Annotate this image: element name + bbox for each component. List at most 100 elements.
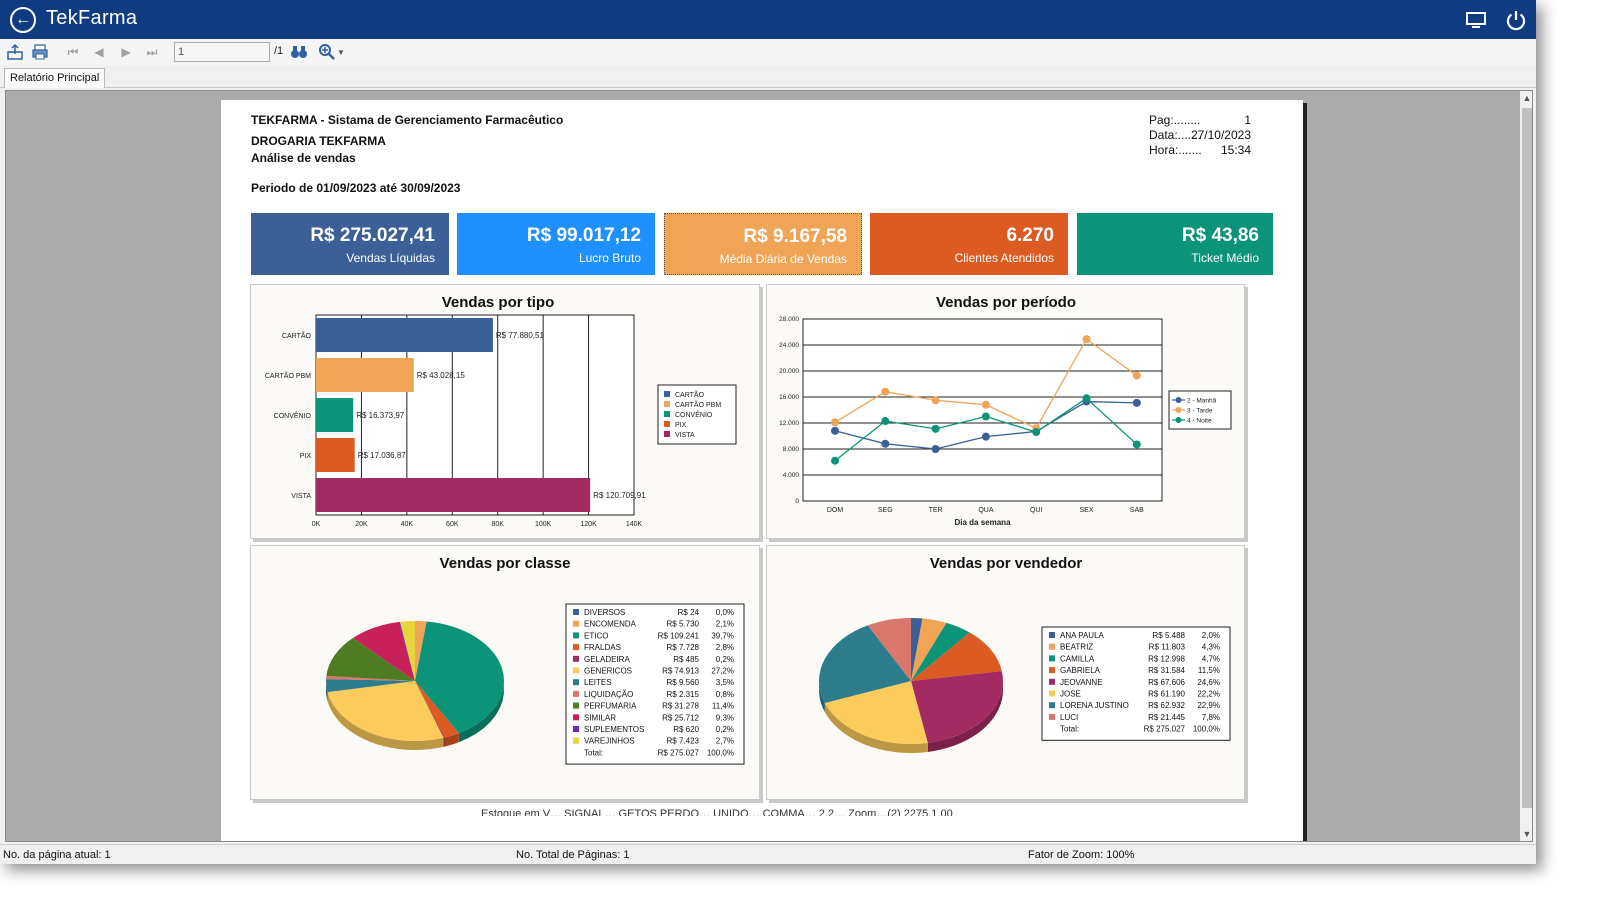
legend-swatch [573, 632, 579, 639]
data-point [931, 424, 940, 433]
legend-value: R$ 7.728 [667, 643, 700, 652]
legend-percent: 24,6% [1197, 678, 1220, 687]
pie-slice [415, 681, 459, 738]
pie-slice-side [444, 733, 459, 747]
scroll-up-icon[interactable]: ▲ [1522, 93, 1532, 103]
legend-swatch [573, 737, 579, 744]
chart-title: Vendas por período [936, 294, 1076, 311]
legend-label: LIQUIDAÇÃO [584, 690, 633, 699]
data-point [1082, 394, 1091, 403]
data-point [881, 439, 890, 448]
scroll-down-icon[interactable]: ▼ [1522, 829, 1532, 839]
vertical-scrollbar[interactable]: ▲ ▼ [1520, 91, 1532, 841]
legend-value: R$ 11.803 [1149, 643, 1186, 652]
legend-percent: 4,3% [1202, 643, 1220, 652]
next-page-icon[interactable]: ▶ [121, 45, 131, 59]
x-tick-label: SAB [1130, 507, 1144, 514]
report-company: DROGARIA TEKFARMA [251, 134, 386, 148]
last-page-icon[interactable]: ⏭ [146, 44, 158, 59]
status-zoom: Fator de Zoom: 100% [1028, 849, 1135, 861]
pie-slice [819, 625, 911, 703]
y-tick-label: 16.000 [779, 394, 799, 401]
power-icon[interactable] [1505, 9, 1527, 31]
data-label: R$ 43.028,15 [417, 371, 466, 380]
x-tick-label: 20K [355, 521, 368, 528]
scroll-thumb[interactable] [1522, 108, 1532, 808]
meta-time-value: 15:34 [1220, 143, 1251, 157]
page-number-input[interactable] [174, 42, 270, 62]
export-icon[interactable] [6, 43, 24, 61]
legend-label: ANA PAULA [1060, 631, 1105, 640]
zoom-dropdown-icon[interactable]: ▼ [337, 47, 345, 57]
pie-slice [867, 618, 911, 681]
legend-swatch [573, 609, 579, 615]
pie-slice [327, 681, 444, 741]
zoom-icon[interactable] [318, 43, 336, 61]
pie-slice [911, 618, 923, 681]
report-viewer: TEKFARMA - Sistama de Gerenciamento Farm… [5, 90, 1533, 842]
pie-slice [824, 681, 928, 744]
kpi-value: R$ 99.017,12 [526, 225, 641, 246]
legend-total-label: Total: [584, 748, 603, 757]
bar [316, 398, 354, 432]
x-axis-label: Dia da semana [954, 518, 1011, 527]
report-system-title: TEKFARMA - Sistama de Gerenciamento Farm… [251, 113, 564, 127]
back-arrow-icon[interactable]: ← [10, 7, 36, 33]
legend-value: R$ 25.712 [662, 713, 699, 722]
monitor-icon[interactable] [1466, 10, 1486, 30]
bar [316, 318, 493, 352]
kpi-value: 6.270 [1006, 225, 1054, 246]
tab-strip: Relatório Principal [0, 65, 1536, 88]
legend-value: R$ 7.423 [667, 737, 700, 746]
data-point [931, 445, 940, 453]
legend-label: GABRIELA [1060, 666, 1101, 675]
legend-label: VISTA [675, 432, 695, 439]
meta-page-value: 1 [1244, 113, 1251, 127]
y-tick-label: 12.000 [779, 420, 799, 427]
data-point [1082, 335, 1091, 344]
legend-label: CARTÃO PBM [675, 400, 721, 409]
legend-swatch [664, 431, 670, 437]
pie-slice [352, 622, 415, 681]
kpi-value: R$ 9.167,58 [743, 226, 847, 247]
pie-slice-side [819, 680, 825, 712]
legend-marker [1175, 417, 1182, 423]
legend-label: JEOVANNE [1060, 678, 1103, 687]
legend-percent: 9,3% [716, 713, 734, 722]
legend-label: CONVÊNIO [675, 410, 713, 419]
status-total-pages: No. Total de Páginas: 1 [516, 849, 630, 861]
data-point [1132, 440, 1141, 449]
legend-swatch [1049, 667, 1055, 674]
data-label: R$ 16.373,97 [356, 411, 405, 420]
kpi-value: R$ 275.027,41 [310, 225, 435, 246]
prev-page-icon[interactable]: ◀ [94, 45, 104, 59]
category-label: CONVÊNIO [274, 411, 312, 420]
category-label: CARTÃO [282, 331, 312, 340]
legend-label: LORENA JUSTINO [1060, 701, 1129, 710]
category-label: CARTÃO PBM [265, 371, 311, 380]
legend-swatch [1049, 713, 1055, 720]
tab-relatorio-principal[interactable]: Relatório Principal [4, 68, 106, 88]
legend-percent: 2,8% [716, 643, 734, 652]
kpi-label: Clientes Atendidos [954, 251, 1054, 265]
page-total-label: /1 [274, 45, 284, 57]
legend-label: VAREJINHOS [584, 737, 635, 746]
legend-label: ETICO [584, 631, 608, 640]
chart-vendas-por-tipo: Vendas por tipo 0K 20K 40K 60K 80K 100K 120K 140… [250, 284, 760, 539]
pie-slice [415, 621, 504, 734]
data-point [831, 456, 839, 465]
binoculars-icon[interactable] [290, 43, 308, 61]
data-point [881, 387, 890, 396]
legend-swatch [573, 667, 579, 674]
legend-percent: 0,2% [716, 725, 734, 734]
print-icon[interactable] [31, 43, 49, 61]
data-point [881, 417, 890, 426]
legend-value: R$ 9.560 [667, 678, 700, 687]
legend-swatch [1049, 643, 1055, 650]
x-tick-label: QUI [1030, 507, 1043, 514]
chart-title: Vendas por vendedor [930, 555, 1083, 572]
data-point [1132, 398, 1141, 407]
status-bar: No. da página atual: 1 No. Total de Pági… [0, 844, 1536, 864]
legend-label: 3 - Tarde [1187, 408, 1213, 415]
first-page-icon[interactable]: ⏮ [67, 44, 79, 59]
